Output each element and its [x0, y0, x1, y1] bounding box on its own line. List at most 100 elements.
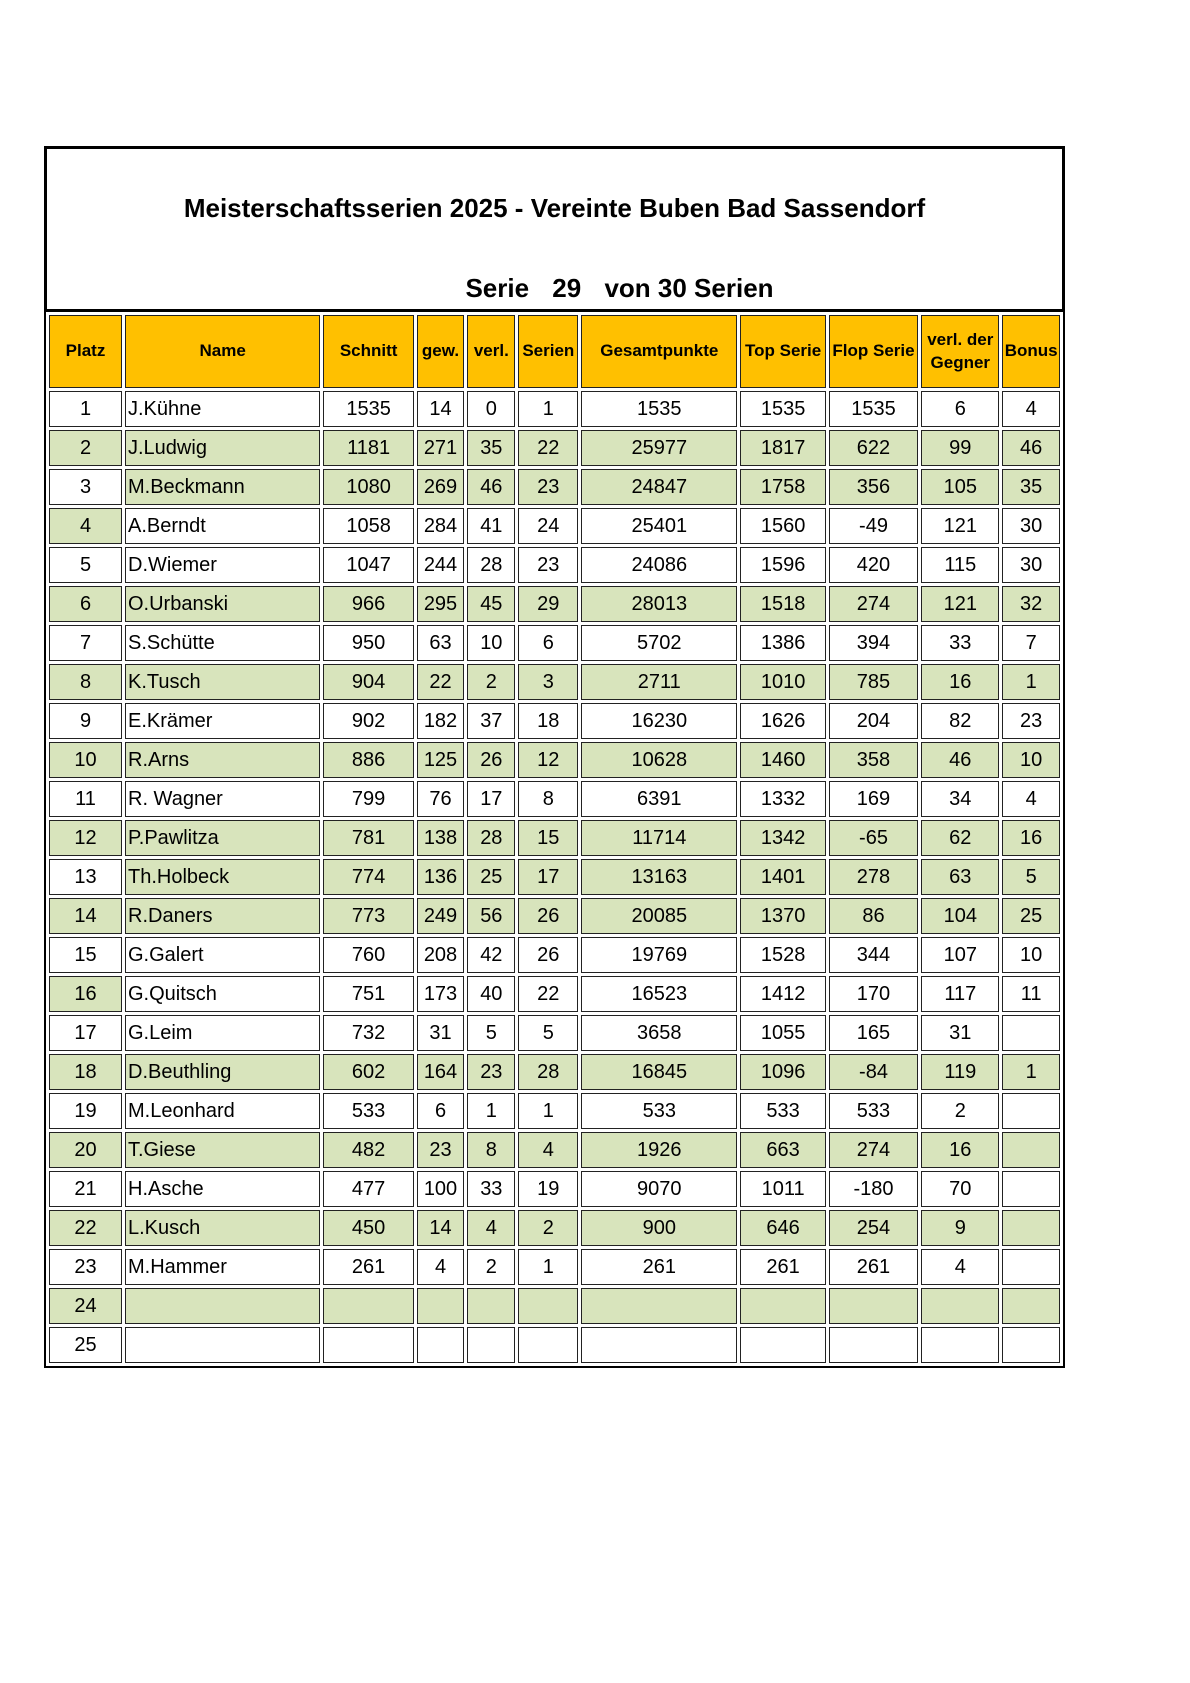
cell-top: 1460 — [740, 742, 826, 778]
cell-flop: -180 — [828, 1171, 919, 1207]
table-row: 1 J.Kühne 1535 14 0 1 1535 1535 1535 6 4 — [49, 391, 1060, 427]
cell-serien: 12 — [518, 742, 579, 778]
cell-serien: 19 — [518, 1171, 579, 1207]
cell-verl: 28 — [467, 820, 516, 856]
cell-top: 1370 — [740, 898, 826, 934]
cell-gew: 249 — [416, 898, 465, 934]
cell-top: 1096 — [740, 1054, 826, 1090]
cell-serien: 29 — [518, 586, 579, 622]
cell-gew: 125 — [416, 742, 465, 778]
table-row: 13 Th.Holbeck 774 136 25 17 13163 1401 278 63 5 — [49, 859, 1060, 895]
cell-gesamt: 900 — [581, 1210, 738, 1246]
cell-schnitt: 781 — [323, 820, 414, 856]
cell-bonus: 1 — [1002, 664, 1060, 700]
table-row: 24 — [49, 1288, 1060, 1324]
cell-name: Th.Holbeck — [125, 859, 321, 895]
cell-bonus — [1002, 1210, 1060, 1246]
table-row: 11 R. Wagner 799 76 17 8 6391 1332 169 34 4 — [49, 781, 1060, 817]
cell-platz: 22 — [49, 1210, 122, 1246]
cell-bonus: 10 — [1002, 937, 1060, 973]
cell-verl: 2 — [467, 1249, 516, 1285]
cell-serien: 26 — [518, 937, 579, 973]
cell-verl: 2 — [467, 664, 516, 700]
cell-gew: 14 — [416, 391, 465, 427]
cell-gegner: 70 — [921, 1171, 1000, 1207]
cell-schnitt: 477 — [323, 1171, 414, 1207]
table-row: 16 G.Quitsch 751 173 40 22 16523 1412 170 117 11 — [49, 976, 1060, 1012]
cell-schnitt: 732 — [323, 1015, 414, 1051]
cell-serien: 2 — [518, 1210, 579, 1246]
cell-name: K.Tusch — [125, 664, 321, 700]
cell-gegner: 121 — [921, 508, 1000, 544]
cell-bonus: 46 — [1002, 430, 1060, 466]
cell-gesamt: 19769 — [581, 937, 738, 973]
cell-flop: 785 — [828, 664, 919, 700]
table-row: 18 D.Beuthling 602 164 23 28 16845 1096 -84 119 1 — [49, 1054, 1060, 1090]
cell-bonus — [1002, 1249, 1060, 1285]
cell-serien: 15 — [518, 820, 579, 856]
table-row: 25 — [49, 1327, 1060, 1363]
cell-serien: 4 — [518, 1132, 579, 1168]
cell-bonus: 30 — [1002, 508, 1060, 544]
cell-serien: 1 — [518, 391, 579, 427]
cell-schnitt: 602 — [323, 1054, 414, 1090]
cell-serien: 1 — [518, 1093, 579, 1129]
cell-gesamt: 2711 — [581, 664, 738, 700]
cell-serien: 3 — [518, 664, 579, 700]
cell-platz: 2 — [49, 430, 122, 466]
cell-gegner: 105 — [921, 469, 1000, 505]
cell-top: 1412 — [740, 976, 826, 1012]
cell-schnitt: 760 — [323, 937, 414, 973]
cell-gew: 63 — [416, 625, 465, 661]
cell-top: 1011 — [740, 1171, 826, 1207]
cell-flop: 356 — [828, 469, 919, 505]
cell-name: S.Schütte — [125, 625, 321, 661]
cell-platz: 1 — [49, 391, 122, 427]
cell-verl: 35 — [467, 430, 516, 466]
cell-serien: 18 — [518, 703, 579, 739]
cell-gesamt: 25401 — [581, 508, 738, 544]
cell-verl: 26 — [467, 742, 516, 778]
cell-schnitt: 904 — [323, 664, 414, 700]
cell-verl: 42 — [467, 937, 516, 973]
cell-name: J.Ludwig — [125, 430, 321, 466]
table-row: 21 H.Asche 477 100 33 19 9070 1011 -180 70 — [49, 1171, 1060, 1207]
cell-verl — [467, 1288, 516, 1324]
cell-gesamt: 28013 — [581, 586, 738, 622]
cell-name — [125, 1327, 321, 1363]
column-header: Name — [125, 315, 321, 388]
table-row: 17 G.Leim 732 31 5 5 3658 1055 165 31 — [49, 1015, 1060, 1051]
cell-flop: 165 — [828, 1015, 919, 1051]
cell-schnitt: 261 — [323, 1249, 414, 1285]
cell-platz: 4 — [49, 508, 122, 544]
cell-flop: 169 — [828, 781, 919, 817]
cell-flop: 622 — [828, 430, 919, 466]
cell-verl: 56 — [467, 898, 516, 934]
cell-serien: 22 — [518, 430, 579, 466]
column-header: Schnitt — [323, 315, 414, 388]
cell-top: 1626 — [740, 703, 826, 739]
cell-gesamt: 24847 — [581, 469, 738, 505]
cell-gegner — [921, 1327, 1000, 1363]
cell-top: 1817 — [740, 430, 826, 466]
cell-gew: 271 — [416, 430, 465, 466]
cell-flop: 254 — [828, 1210, 919, 1246]
cell-gew: 23 — [416, 1132, 465, 1168]
cell-gegner: 104 — [921, 898, 1000, 934]
cell-bonus: 32 — [1002, 586, 1060, 622]
cell-gegner: 31 — [921, 1015, 1000, 1051]
column-header: Bonus — [1002, 315, 1060, 388]
cell-name: T.Giese — [125, 1132, 321, 1168]
cell-gegner: 33 — [921, 625, 1000, 661]
table-row: 23 M.Hammer 261 4 2 1 261 261 261 4 — [49, 1249, 1060, 1285]
column-header: verl. — [467, 315, 516, 388]
cell-name: J.Kühne — [125, 391, 321, 427]
cell-gew: 100 — [416, 1171, 465, 1207]
cell-top — [740, 1288, 826, 1324]
cell-bonus: 7 — [1002, 625, 1060, 661]
cell-verl: 8 — [467, 1132, 516, 1168]
cell-gesamt: 20085 — [581, 898, 738, 934]
cell-platz: 7 — [49, 625, 122, 661]
cell-name: G.Quitsch — [125, 976, 321, 1012]
cell-top: 1332 — [740, 781, 826, 817]
